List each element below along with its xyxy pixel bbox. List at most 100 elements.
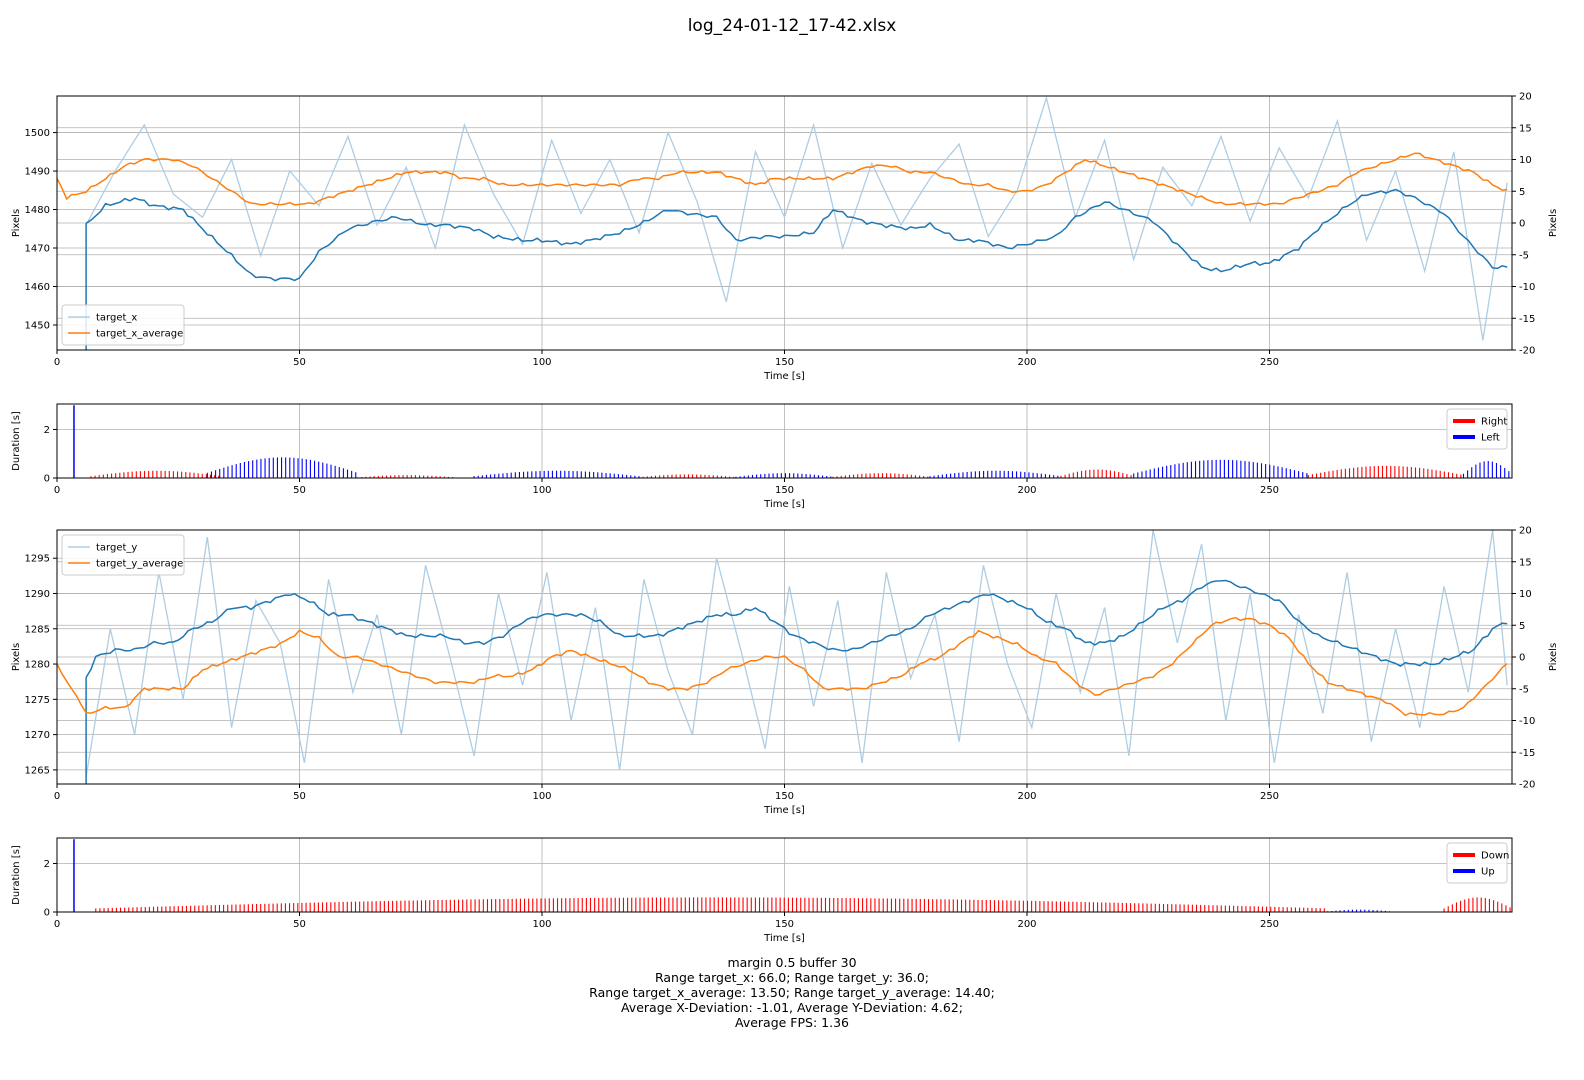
plot-area bbox=[73, 839, 1511, 912]
legend: target_x target_x_average bbox=[61, 304, 185, 346]
y-right-tick-label: -5 bbox=[1519, 250, 1529, 261]
y-right-tick-label: 5 bbox=[1519, 187, 1525, 198]
x-axis-label: Time [s] bbox=[763, 805, 805, 816]
x-tick-label: 250 bbox=[1260, 485, 1279, 496]
x-tick-label: 250 bbox=[1260, 919, 1279, 930]
y-axis-label: Duration [s] bbox=[11, 411, 22, 471]
legend-label: target_y_average bbox=[96, 559, 183, 570]
summary-line-1: margin 0.5 buffer 30 bbox=[727, 955, 857, 970]
x-tick-label: 250 bbox=[1260, 357, 1279, 368]
x-tick-label: 0 bbox=[54, 357, 60, 368]
y-right-tick-label: -20 bbox=[1519, 780, 1535, 791]
y-right-tick-label: 5 bbox=[1519, 621, 1525, 632]
summary-line-4: Average X-Deviation: -1.01, Average Y-De… bbox=[620, 1000, 963, 1015]
x-axis-label: Time [s] bbox=[763, 499, 805, 510]
x-tick-label: 0 bbox=[54, 791, 60, 802]
legend: Right Left bbox=[1446, 408, 1508, 450]
y-tick-label: 0 bbox=[44, 474, 50, 485]
y-right-axis-label: Pixels bbox=[1548, 643, 1559, 671]
x-tick-label: 0 bbox=[54, 919, 60, 930]
y-right-tick-label: -10 bbox=[1519, 716, 1535, 727]
y-right-tick-label: -20 bbox=[1519, 346, 1535, 357]
summary-line-2: Range target_x: 66.0; Range target_y: 36… bbox=[654, 970, 929, 985]
x-tick-label: 50 bbox=[293, 485, 306, 496]
x-tick-label: 50 bbox=[293, 791, 306, 802]
y-tick-label: 2 bbox=[44, 859, 50, 870]
series-line-position bbox=[85, 579, 1508, 678]
y-tick-label: 0 bbox=[44, 908, 50, 919]
y-right-tick-label: 0 bbox=[1519, 653, 1525, 664]
plot-area bbox=[57, 530, 1508, 784]
y-right-axis-label: Pixels bbox=[1548, 209, 1559, 237]
y-axis-label: Pixels bbox=[11, 643, 22, 671]
y-tick-label: 1480 bbox=[25, 205, 50, 216]
plot-area bbox=[73, 405, 1510, 478]
legend-label: Down bbox=[1481, 851, 1509, 862]
series-line-target_x_average bbox=[57, 152, 1508, 206]
y-axis-label: Duration [s] bbox=[11, 845, 22, 905]
legend-label: Left bbox=[1481, 433, 1500, 444]
series-line-target_y bbox=[85, 530, 1508, 778]
summary-line-5: Average FPS: 1.36 bbox=[735, 1015, 849, 1030]
y-right-tick-label: -5 bbox=[1519, 684, 1529, 695]
x-tick-label: 100 bbox=[532, 791, 551, 802]
x-axis-label: Time [s] bbox=[763, 371, 805, 382]
x-axis-label: Time [s] bbox=[763, 933, 805, 944]
series-line-target_x bbox=[85, 96, 1508, 341]
x-tick-label: 200 bbox=[1017, 791, 1036, 802]
figure-title: log_24-01-12_17-42.xlsx bbox=[687, 16, 897, 36]
y-tick-label: 2 bbox=[44, 425, 50, 436]
x-tick-label: 50 bbox=[293, 919, 306, 930]
y-right-tick-label: -15 bbox=[1519, 314, 1535, 325]
y-right-tick-label: 0 bbox=[1519, 219, 1525, 230]
y-right-tick-label: -10 bbox=[1519, 282, 1535, 293]
legend-box bbox=[61, 534, 185, 576]
x-tick-label: 100 bbox=[532, 485, 551, 496]
y-tick-label: 1500 bbox=[25, 128, 50, 139]
legend: Down Up bbox=[1446, 842, 1509, 884]
x-tick-label: 100 bbox=[532, 357, 551, 368]
legend-label: target_y bbox=[96, 543, 137, 554]
y-right-tick-label: 15 bbox=[1519, 557, 1532, 568]
y-tick-label: 1280 bbox=[25, 660, 50, 671]
y-tick-label: 1460 bbox=[25, 282, 50, 293]
x-tick-label: 200 bbox=[1017, 919, 1036, 930]
panel-2: 0 50 100 150 200 250 Time [s] 0 2 Duration [s] Rig… bbox=[11, 403, 1513, 510]
legend: target_y target_y_average bbox=[61, 534, 185, 576]
y-axis-label: Pixels bbox=[11, 209, 22, 237]
x-tick-label: 200 bbox=[1017, 485, 1036, 496]
y-tick-label: 1290 bbox=[25, 589, 50, 600]
y-tick-label: 1265 bbox=[25, 765, 50, 776]
x-tick-label: 250 bbox=[1260, 791, 1279, 802]
y-tick-label: 1295 bbox=[25, 554, 50, 565]
legend-label: Right bbox=[1481, 417, 1507, 428]
legend-label: Up bbox=[1481, 867, 1495, 878]
summary-line-3: Range target_x_average: 13.50; Range tar… bbox=[589, 985, 995, 1000]
x-tick-label: 150 bbox=[775, 791, 794, 802]
y-tick-label: 1285 bbox=[25, 624, 50, 635]
y-tick-label: 1470 bbox=[25, 244, 50, 255]
legend-label: target_x bbox=[96, 313, 137, 324]
x-tick-label: 0 bbox=[54, 485, 60, 496]
y-right-tick-label: 10 bbox=[1519, 589, 1532, 600]
y-right-tick-label: 10 bbox=[1519, 155, 1532, 166]
y-right-tick-label: 20 bbox=[1519, 92, 1532, 103]
y-tick-label: 1490 bbox=[25, 167, 50, 178]
x-tick-label: 150 bbox=[775, 919, 794, 930]
y-tick-label: 1270 bbox=[25, 730, 50, 741]
x-tick-label: 50 bbox=[293, 357, 306, 368]
x-tick-label: 200 bbox=[1017, 357, 1036, 368]
series-line-position bbox=[85, 188, 1508, 282]
y-right-tick-label: 15 bbox=[1519, 123, 1532, 134]
series-line-target_y_average bbox=[57, 616, 1508, 717]
legend-box bbox=[1446, 842, 1508, 884]
plot-area bbox=[57, 96, 1508, 350]
y-tick-label: 1450 bbox=[25, 320, 50, 331]
y-tick-label: 1275 bbox=[25, 695, 50, 706]
x-tick-label: 150 bbox=[775, 357, 794, 368]
panel-4: 0 50 100 150 200 250 Time [s] 0 2 Duration [s] Dow… bbox=[11, 837, 1513, 944]
summary-text: margin 0.5 buffer 30 Range target_x: 66.… bbox=[0, 955, 1584, 1030]
y-right-tick-label: 20 bbox=[1519, 526, 1532, 537]
